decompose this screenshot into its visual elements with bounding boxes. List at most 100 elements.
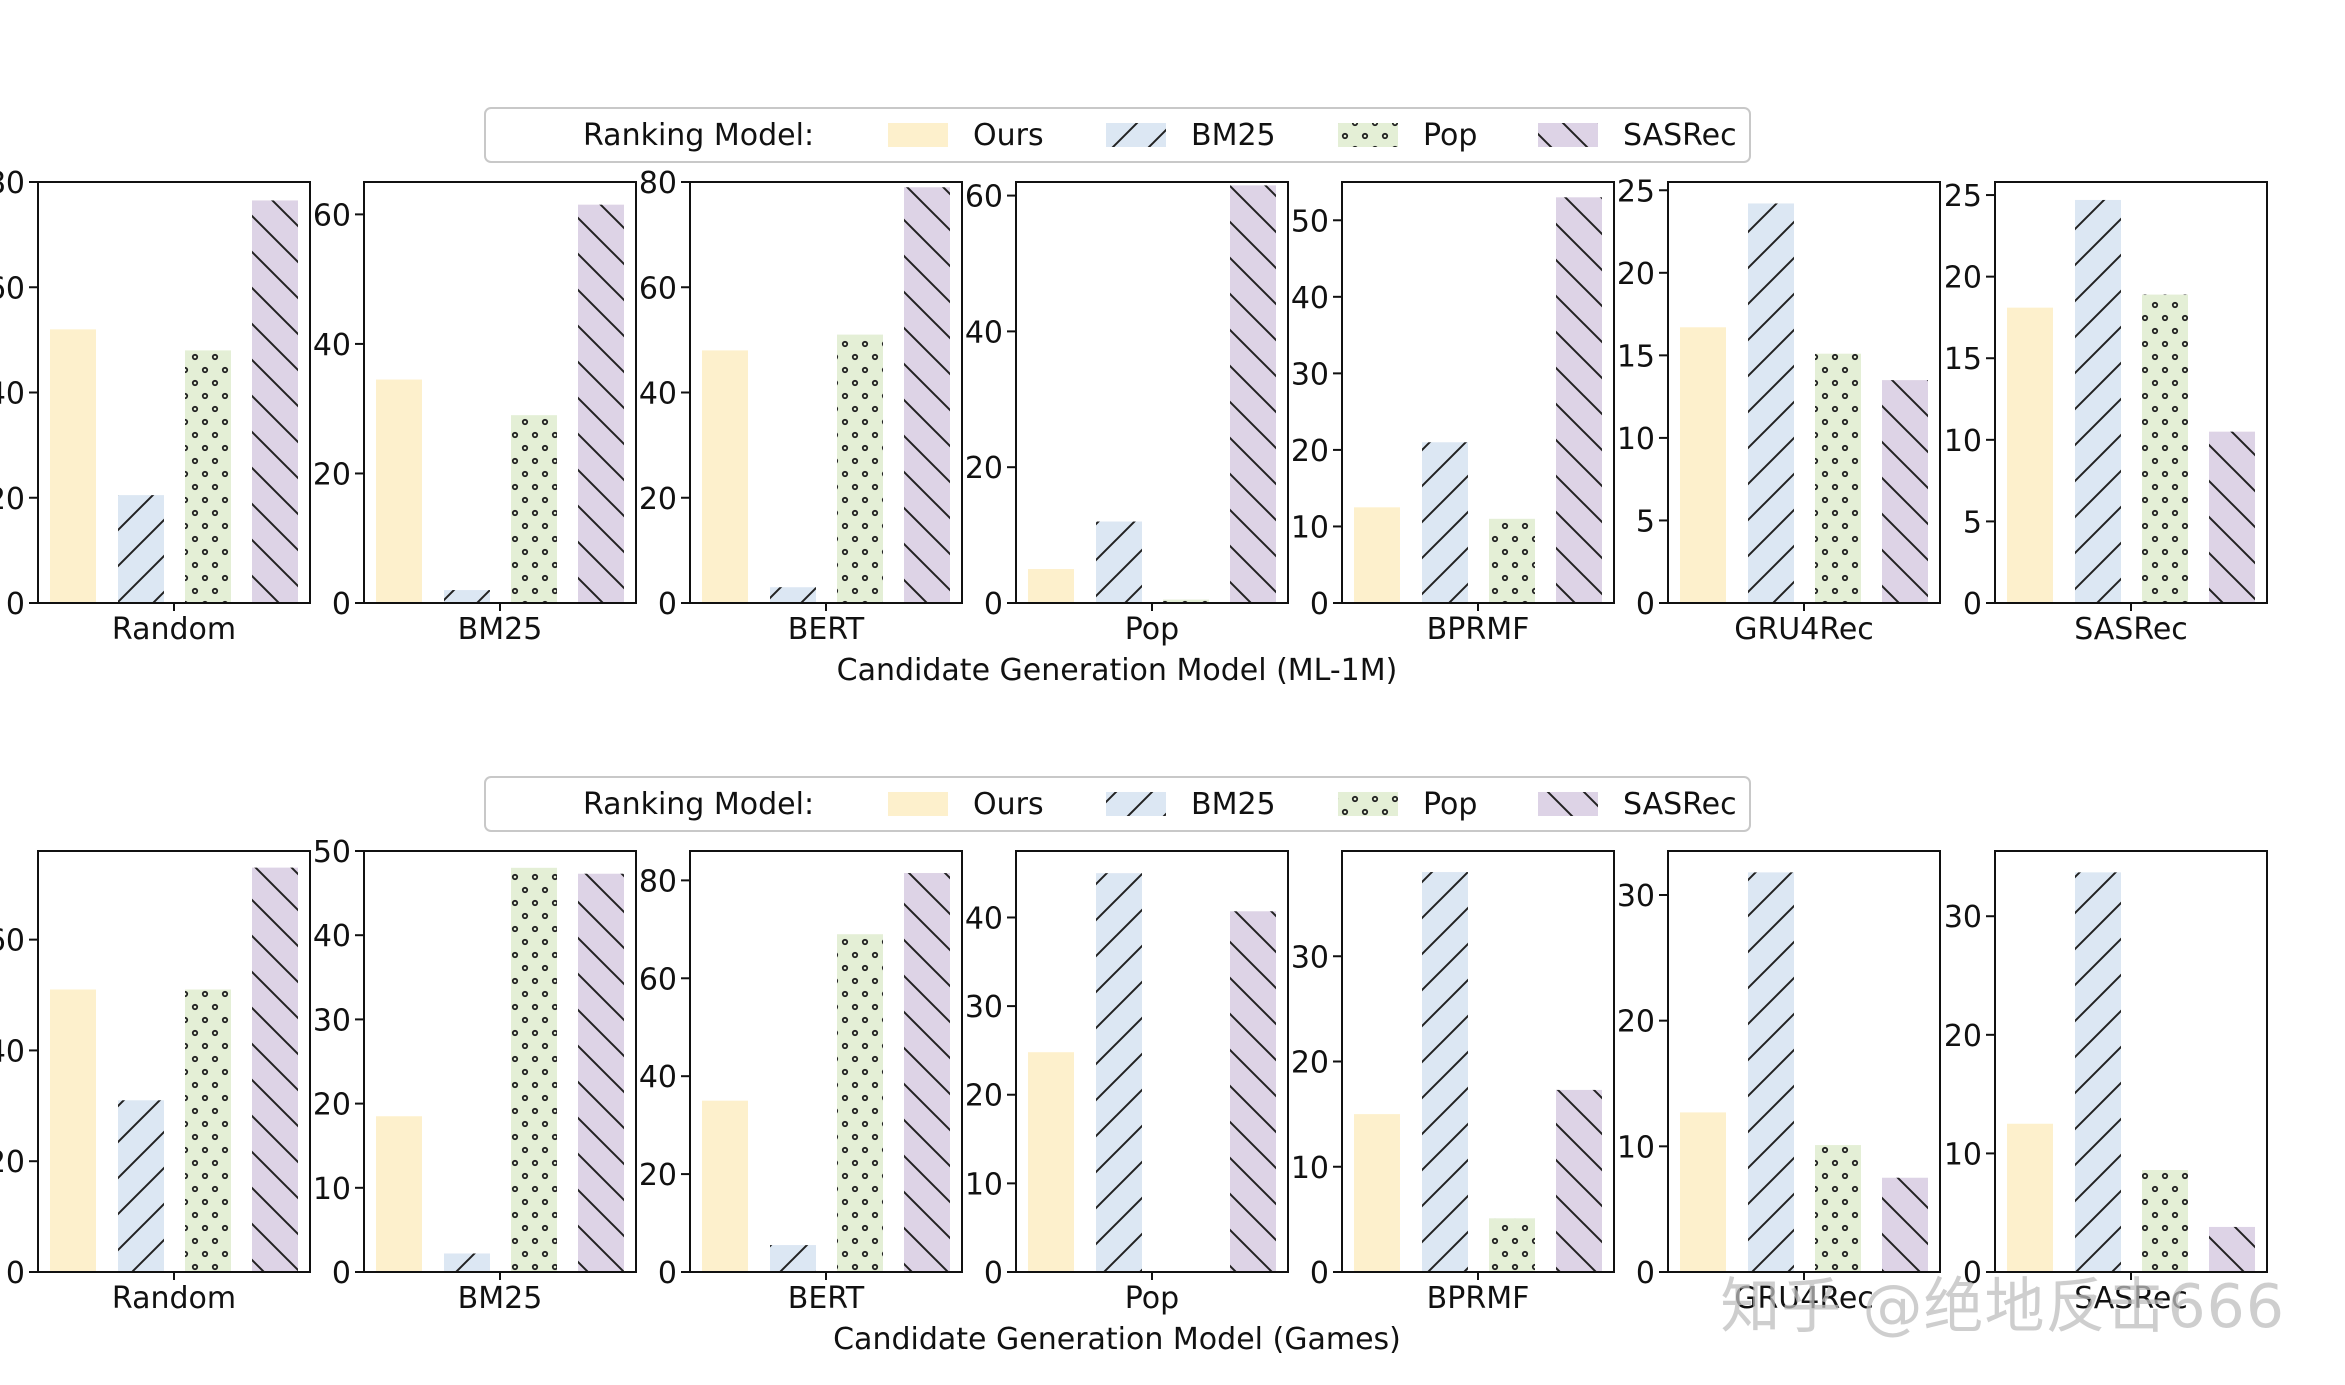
legend-swatch-ours: [888, 123, 948, 147]
legend-label-sasrec: SASRec: [1623, 118, 1737, 153]
y-tick-label: 40: [639, 1060, 677, 1095]
bar-hatch-bm25: [2075, 199, 2121, 603]
bar-hatch-bm25: [1748, 872, 1794, 1272]
y-tick-label: 10: [1944, 424, 1982, 459]
x-tick-label: SASRec: [2074, 612, 2188, 647]
x-tick-label: Random: [112, 612, 236, 647]
y-tick-label: 5: [1963, 505, 1982, 540]
bar-hatch-sasrec: [578, 204, 624, 603]
bar-hatch-pop: [511, 867, 557, 1272]
legend-label-bm25: BM25: [1191, 118, 1276, 153]
bar-hatch-sasrec: [1882, 380, 1928, 603]
y-tick-label: 80: [0, 166, 25, 201]
bar-hatch-sasrec: [1882, 1177, 1928, 1272]
y-tick-label: 60: [0, 271, 25, 306]
x-tick-label: BPRMF: [1427, 1281, 1530, 1316]
y-tick-label: 20: [639, 482, 677, 517]
y-tick-label: 10: [1617, 422, 1655, 457]
y-tick-label: 40: [0, 377, 25, 412]
y-tick-label: 30: [1291, 940, 1329, 975]
legend-label-ours: Ours: [973, 118, 1044, 153]
y-tick-label: 60: [639, 271, 677, 306]
bar-hatch-sasrec: [904, 873, 950, 1272]
y-tick-label: 0: [6, 1256, 25, 1291]
bar-hatch-bm25: [1096, 521, 1142, 603]
y-tick-label: 25: [1617, 174, 1655, 209]
y-tick-label: 30: [965, 990, 1003, 1025]
legend-swatch-hatch-sasrec: [1538, 123, 1598, 147]
panel-pop: 0 10 20 30 40 Pop: [965, 850, 1289, 1316]
y-tick-label: 0: [1310, 1256, 1329, 1291]
x-tick-label: Random: [112, 1281, 236, 1316]
y-tick-label: 30: [313, 1003, 351, 1038]
y-tick-label: 20: [1944, 261, 1982, 296]
bar-ours: [1028, 569, 1074, 603]
y-tick-label: 20: [313, 1088, 351, 1123]
y-tick-label: 30: [1944, 900, 1982, 935]
bar-hatch-pop: [185, 350, 231, 603]
x-tick-label: Pop: [1125, 612, 1179, 647]
y-tick-label: 60: [639, 962, 677, 997]
legend-title: Ranking Model:: [583, 118, 814, 153]
panel-bm25: 0 20 40 60 BM25: [313, 181, 637, 647]
y-tick-label: 20: [0, 482, 25, 517]
x-tick-label: SASRec: [2074, 1281, 2188, 1316]
y-tick-label: 20: [313, 457, 351, 492]
y-tick-label: 10: [1291, 510, 1329, 545]
y-tick-label: 0: [6, 587, 25, 622]
y-tick-label: 20: [965, 451, 1003, 486]
bar-hatch-pop: [185, 989, 231, 1272]
bar-hatch-sasrec: [1556, 197, 1602, 604]
bar-ours: [376, 1116, 422, 1272]
bar-hatch-pop: [2142, 294, 2188, 603]
bar-hatch-sasrec: [1230, 185, 1276, 604]
y-tick-label: 0: [984, 587, 1003, 622]
bar-ours: [702, 350, 748, 603]
bar-hatch-sasrec: [252, 200, 298, 603]
y-tick-label: 20: [639, 1158, 677, 1193]
panel-bprmf: 0 10 20 30 40 50 BPRMF: [1291, 181, 1615, 647]
x-tick-label: GRU4Rec: [1734, 1281, 1874, 1316]
bar-ours: [1680, 327, 1726, 603]
panel-gru4rec: 0 10 20 30 GRU4Rec: [1617, 850, 1941, 1316]
bar-hatch-pop: [1815, 353, 1861, 603]
y-tick-label: 0: [1636, 1256, 1655, 1291]
bar-ours: [50, 989, 96, 1272]
y-tick-label: 10: [313, 1172, 351, 1207]
bar-ours: [2007, 307, 2053, 603]
y-tick-label: 50: [1291, 204, 1329, 239]
bar-ours: [1354, 507, 1400, 603]
bar-hatch-sasrec: [252, 867, 298, 1272]
y-tick-label: 0: [1310, 587, 1329, 622]
bar-hatch-bm25: [118, 495, 164, 603]
bar-ours: [376, 379, 422, 603]
panel-bert: 0 20 40 60 80 BERT: [639, 166, 963, 647]
bar-ours: [1028, 1052, 1074, 1272]
legend-swatch-hatch-bm25: [1106, 123, 1166, 147]
y-tick-label: 80: [639, 166, 677, 201]
bar-hatch-pop: [1489, 518, 1535, 603]
bar-hatch-bm25: [2075, 872, 2121, 1272]
bar-hatch-sasrec: [904, 187, 950, 603]
x-tick-label: GRU4Rec: [1734, 612, 1874, 647]
y-tick-label: 80: [639, 864, 677, 899]
x-axis-label: Candidate Generation Model (ML-1M): [837, 653, 1398, 688]
bar-hatch-pop: [1489, 1218, 1535, 1272]
panel-random: 0 20 40 60 80 Random: [0, 166, 311, 647]
y-tick-label: 10: [1291, 1151, 1329, 1186]
bar-hatch-pop: [2142, 1170, 2188, 1272]
panel-bert: 0 20 40 60 80 BERT: [639, 850, 963, 1316]
y-tick-label: 60: [0, 924, 25, 959]
legend-swatch-hatch-pop: [1338, 792, 1398, 816]
x-tick-label: BM25: [458, 612, 543, 647]
bar-hatch-sasrec: [578, 873, 624, 1272]
x-tick-label: BM25: [458, 1281, 543, 1316]
y-tick-label: 40: [313, 919, 351, 954]
bar-hatch-bm25: [444, 1253, 490, 1272]
y-tick-label: 40: [965, 315, 1003, 350]
legend-swatch-ours: [888, 792, 948, 816]
y-tick-label: 20: [1291, 1046, 1329, 1081]
y-tick-label: 40: [0, 1034, 25, 1069]
bar-hatch-sasrec: [2209, 431, 2255, 603]
